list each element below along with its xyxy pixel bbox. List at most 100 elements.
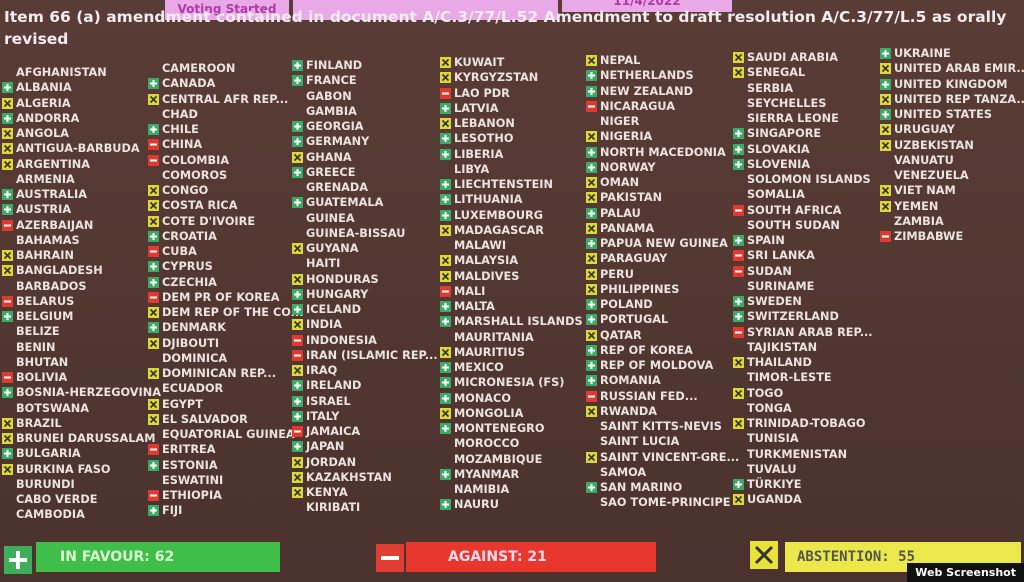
country-name: TIMOR-LESTE bbox=[747, 371, 832, 385]
country-name: TÜRKIYE bbox=[747, 478, 802, 491]
country-name: FRANCE bbox=[306, 74, 357, 88]
vote-icon-no bbox=[586, 390, 597, 402]
country-name: NEPAL bbox=[600, 54, 641, 67]
country-name: DJIBOUTI bbox=[162, 336, 220, 350]
country-name: SAINT VINCENT-GRE... bbox=[600, 450, 740, 464]
country-name: BULGARIA bbox=[16, 447, 81, 461]
country-name: MYANMAR bbox=[454, 467, 520, 481]
country-name: TRINIDAD-TOBAGO bbox=[747, 417, 866, 430]
country-name: ZIMBABWE bbox=[894, 230, 964, 243]
country-name: GUINEA bbox=[306, 211, 355, 225]
vote-icon-yes bbox=[440, 148, 451, 160]
vote-icon-yes bbox=[440, 133, 451, 145]
country-name: MALDIVES bbox=[454, 269, 520, 283]
country-name: CAMBODIA bbox=[16, 508, 85, 522]
country-name: TUNISIA bbox=[747, 432, 799, 446]
country-name: NETHERLANDS bbox=[600, 69, 694, 83]
vote-icon-yes bbox=[733, 158, 744, 170]
date: 11/4/2022 bbox=[562, 0, 732, 12]
country-name: CANADA bbox=[162, 77, 216, 91]
country-name: SOMALIA bbox=[747, 188, 805, 202]
vote-icon-no bbox=[880, 231, 891, 242]
country-name: KYRGYZSTAN bbox=[454, 71, 539, 85]
country-name: ALBANIA bbox=[16, 81, 72, 95]
vote-icon-abstain bbox=[880, 185, 891, 197]
country-name: DOMINICA bbox=[162, 351, 228, 365]
country-name: URUGUAY bbox=[894, 123, 955, 137]
country-name: SAINT KITTS-NEVIS bbox=[600, 420, 722, 433]
country-name: CUBA bbox=[162, 245, 197, 258]
vote-icon-abstain bbox=[586, 329, 597, 341]
vote-icon-abstain bbox=[586, 405, 597, 417]
vote-icon-abstain bbox=[880, 200, 891, 212]
vote-icon-yes bbox=[148, 459, 159, 471]
country-name: MARSHALL ISLANDS bbox=[454, 315, 583, 329]
vote-icon-abstain bbox=[586, 451, 597, 463]
vote-icon-abstain bbox=[586, 192, 597, 204]
vote-icon-yes bbox=[292, 380, 303, 392]
vote-icon-yes bbox=[292, 60, 303, 71]
country-name: MALTA bbox=[454, 300, 495, 313]
vote-icon-abstain bbox=[733, 494, 744, 506]
vote-icon-yes bbox=[292, 288, 303, 300]
country-name: SOUTH AFRICA bbox=[747, 203, 842, 217]
country-name: COMOROS bbox=[162, 168, 228, 182]
vote-icon-yes bbox=[2, 189, 13, 200]
vote-icon-yes bbox=[2, 204, 13, 216]
country-name: BURUNDI bbox=[16, 477, 75, 491]
vote-icon-abstain bbox=[292, 456, 303, 468]
country-name: ESTONIA bbox=[162, 458, 218, 472]
country-name: MOZAMBIQUE bbox=[454, 452, 543, 466]
country-name: PAPUA NEW GUINEA bbox=[600, 237, 728, 250]
country-name: PERU bbox=[600, 267, 634, 281]
vote-icon-yes bbox=[586, 146, 597, 158]
country-name: AUSTRIA bbox=[16, 203, 72, 217]
vote-icon-no bbox=[733, 265, 744, 277]
vote-icon-abstain bbox=[292, 319, 303, 331]
vote-icon-abstain bbox=[2, 417, 13, 429]
country-name: ANDORRA bbox=[16, 111, 80, 125]
country-name: KIRIBATI bbox=[306, 501, 361, 515]
country-name: LEBANON bbox=[454, 117, 515, 130]
country-name: EGYPT bbox=[162, 397, 203, 411]
country-name: CAMEROON bbox=[162, 62, 236, 75]
vote-icon-no bbox=[2, 219, 13, 231]
country-name: KUWAIT bbox=[454, 56, 505, 69]
country-name: AFGHANISTAN bbox=[16, 66, 107, 79]
country-name: GAMBIA bbox=[306, 104, 357, 118]
country-name: ESWATINI bbox=[162, 473, 224, 487]
country-name: GUATEMALA bbox=[306, 196, 384, 210]
vote-icon-no bbox=[2, 295, 13, 307]
country-name: HAITI bbox=[306, 257, 341, 271]
country-name: HUNGARY bbox=[306, 287, 369, 301]
vote-icon-abstain bbox=[586, 177, 597, 188]
country-name: BRUNEI DARUSSALAM bbox=[16, 432, 156, 445]
country-name: BHUTAN bbox=[16, 355, 69, 369]
vote-icon-abstain bbox=[880, 93, 891, 105]
country-name: OMAN bbox=[600, 176, 640, 189]
vote-icon-no bbox=[440, 87, 451, 99]
title: Item 66 (a) amendment contained in docum… bbox=[4, 8, 1007, 48]
country-name: DEM REP OF THE CO... bbox=[162, 306, 304, 319]
vote-icon-no bbox=[733, 326, 744, 338]
country-name: CABO VERDE bbox=[16, 493, 98, 506]
vote-icon-yes bbox=[2, 82, 13, 94]
country-name: PANAMA bbox=[600, 221, 655, 235]
vote-icon-abstain bbox=[2, 158, 13, 170]
country-name: ANTIGUA-BARBUDA bbox=[16, 142, 140, 156]
vote-icon-yes bbox=[292, 304, 303, 315]
country-name: MAURITIUS bbox=[454, 345, 525, 359]
country-name: DEM PR OF KOREA bbox=[162, 290, 280, 304]
country-name: PALAU bbox=[600, 206, 641, 220]
header-blank bbox=[293, 0, 558, 20]
country-name: PAKISTAN bbox=[600, 191, 663, 205]
vote-icon-yes bbox=[440, 468, 451, 480]
vote-icon-yes bbox=[440, 362, 451, 373]
country-name: GABON bbox=[306, 89, 352, 103]
country-name: LATVIA bbox=[454, 101, 499, 115]
country-name: GRENADA bbox=[306, 181, 369, 194]
country-name: GREECE bbox=[306, 165, 356, 179]
vote-icon-yes bbox=[586, 360, 597, 371]
country-name: NAURU bbox=[454, 498, 499, 512]
country-name: CYPRUS bbox=[162, 260, 213, 274]
